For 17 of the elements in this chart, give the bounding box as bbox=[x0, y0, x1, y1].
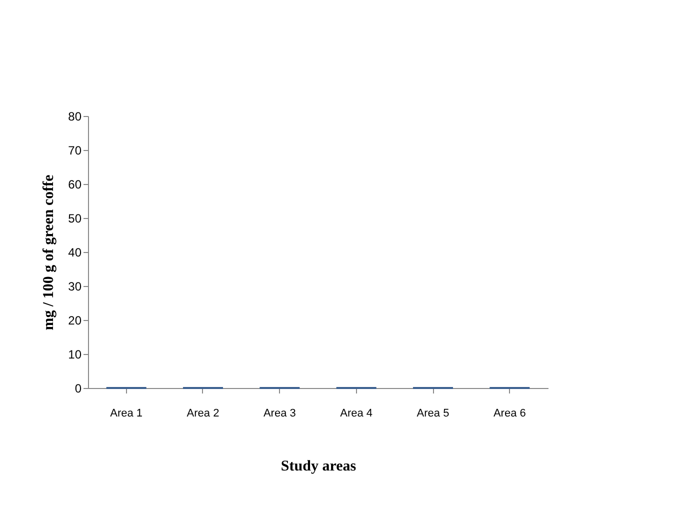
y-tick-label: 10 bbox=[68, 348, 82, 362]
y-tick-label: 70 bbox=[68, 144, 82, 158]
y-axis-title: mg / 100 g of green coffe bbox=[41, 174, 58, 330]
y-tick-label: 80 bbox=[68, 110, 82, 124]
y-tick-label: 50 bbox=[68, 212, 82, 226]
x-tick-label: Area 2 bbox=[186, 408, 220, 420]
x-tick-label: Area 6 bbox=[493, 408, 526, 420]
x-tick-label: Area 5 bbox=[416, 408, 450, 420]
y-tick-label: 20 bbox=[68, 314, 82, 328]
x-tick-label: Area 1 bbox=[110, 408, 143, 420]
y-tick-label: 60 bbox=[68, 178, 82, 192]
x-tick-label: Area 3 bbox=[263, 408, 296, 420]
y-tick-label: 40 bbox=[68, 246, 82, 260]
x-tick-label: Area 4 bbox=[340, 408, 373, 420]
y-tick-label: 0 bbox=[74, 382, 82, 396]
y-tick-label: 30 bbox=[68, 280, 82, 294]
x-axis-title: Study areas bbox=[280, 458, 356, 474]
